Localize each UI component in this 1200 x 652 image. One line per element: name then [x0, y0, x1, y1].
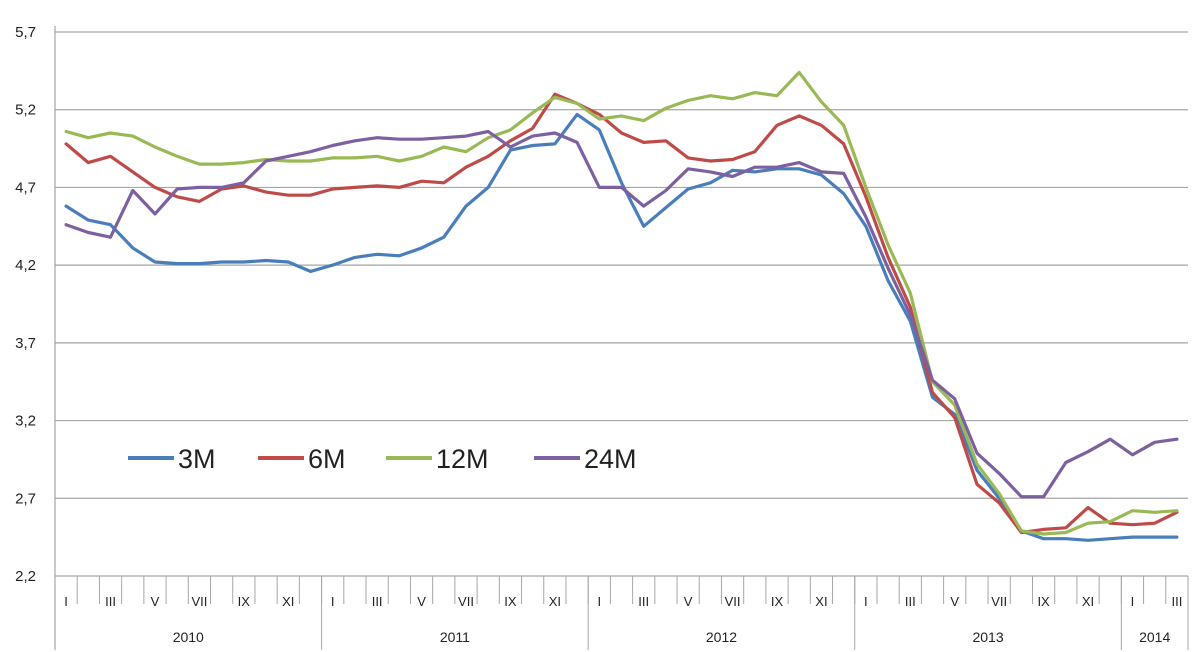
series-lines: [64, 70, 1179, 542]
x-tick-label: VII: [991, 594, 1007, 609]
y-tick-label: 2,7: [15, 490, 36, 507]
x-tick-label: I: [864, 594, 868, 609]
x-tick-label: XI: [815, 594, 827, 609]
y-tick-label: 4,7: [15, 179, 36, 196]
x-tick-label: III: [372, 594, 383, 609]
year-label: 2014: [1139, 629, 1170, 645]
x-tick-label: I: [64, 594, 68, 609]
x-tick-label: IX: [238, 594, 251, 609]
year-label: 2011: [440, 629, 470, 645]
series-line-24m: [64, 129, 1179, 499]
y-tick-label: 3,2: [15, 413, 36, 430]
x-tick-label: III: [905, 594, 916, 609]
legend-label-3m: 3M: [178, 444, 216, 474]
x-tick-label: V: [950, 594, 959, 609]
x-tick-label: III: [1171, 594, 1182, 609]
x-tick-label: XI: [282, 594, 294, 609]
y-tick-label: 3,7: [15, 335, 36, 352]
y-tick-label: 5,2: [15, 102, 36, 119]
legend-label-24m: 24M: [584, 444, 637, 474]
x-tick-label: VII: [725, 594, 741, 609]
x-tick-label: V: [684, 594, 693, 609]
x-tick-label: V: [417, 594, 426, 609]
year-label: 2013: [972, 629, 1003, 645]
year-label: 2010: [173, 629, 204, 645]
legend-label-6m: 6M: [308, 444, 346, 474]
x-tick-label: XI: [1082, 594, 1094, 609]
x-tick-label: IX: [771, 594, 784, 609]
x-tick-label: III: [105, 594, 116, 609]
y-tick-label: 2,2: [15, 568, 36, 585]
x-tick-label: XI: [549, 594, 561, 609]
x-tick-label: VII: [458, 594, 474, 609]
series-line-6m: [64, 92, 1179, 535]
y-tick-label: 5,7: [15, 24, 36, 41]
x-tick-label: VII: [191, 594, 207, 609]
year-label: 2012: [706, 629, 737, 645]
series-line-3m: [64, 112, 1179, 542]
x-tick-label: IX: [504, 594, 517, 609]
y-tick-label: 4,2: [15, 257, 36, 274]
x-tick-label: IX: [1037, 594, 1050, 609]
x-tick-label: V: [151, 594, 160, 609]
x-tick-label: III: [638, 594, 649, 609]
x-tick-label: I: [331, 594, 335, 609]
x-tick-label: I: [1131, 594, 1135, 609]
x-tick-label: I: [597, 594, 601, 609]
legend: 3M 6M 12M 24M: [128, 444, 637, 474]
axes: 2,22,73,23,74,24,75,25,7I III V VII IX XI I III…: [15, 24, 1189, 650]
series-line-12m: [64, 70, 1179, 536]
legend-label-12m: 12M: [436, 444, 489, 474]
